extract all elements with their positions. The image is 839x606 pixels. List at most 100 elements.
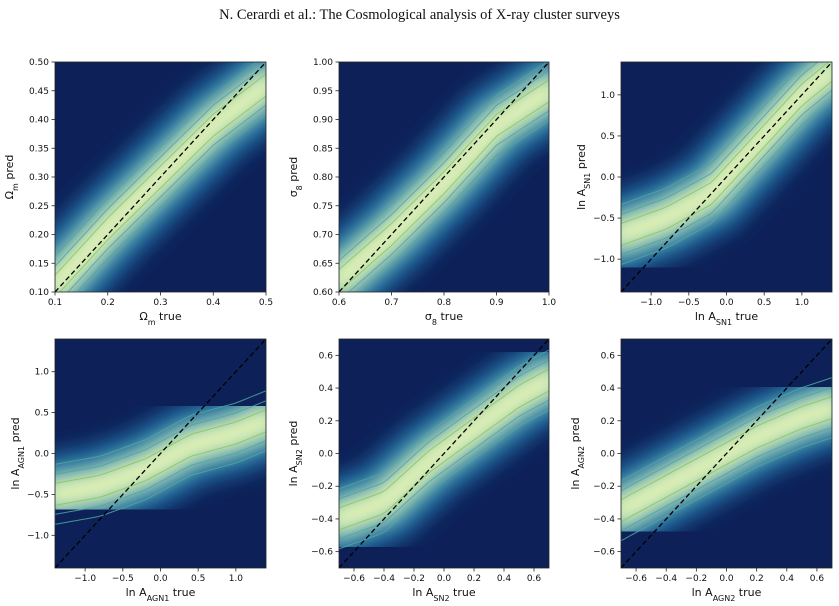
y-tick-label: 0.4	[319, 384, 334, 394]
y-tick-label: −0.4	[593, 515, 615, 525]
y-tick-label: 0.0	[601, 450, 616, 460]
y-tick-label: 0.25	[29, 202, 49, 212]
panel-2: 0.6 0.7 0.8 0.9 1.0 0.60 0.65 0.70 0.75 0.80 0.85 0…	[287, 58, 556, 327]
density-core	[55, 412, 266, 503]
panel-4: −1.0 −0.5 0.0 0.5 1.0 −1.0 −0.5 0.0 0.5 1.0 ln AAG…	[9, 338, 267, 603]
density-contour	[621, 62, 832, 256]
y-axis-title: ln AAGN1 pred	[9, 417, 26, 489]
density-contour	[339, 368, 549, 531]
y-tick-label: 0.30	[29, 173, 49, 183]
x-tick-label: 0.5	[259, 298, 273, 308]
y-tick-label: −0.2	[593, 482, 615, 492]
y-tick-label: 0.10	[29, 288, 49, 298]
x-tick-label: 0.6	[332, 298, 347, 308]
y-tick-label: 0.85	[313, 144, 333, 154]
identity-line	[621, 339, 832, 568]
y-axis-title: ln AAGN2 pred	[569, 417, 586, 489]
identity-line	[339, 339, 549, 568]
y-tick-label: −0.2	[311, 482, 333, 492]
panel-5: −0.6 −0.4 −0.2 0.0 0.2 0.4 0.6 −0.6 −0.4 −0.2 0.0 0…	[287, 338, 550, 603]
x-tick-label: −0.4	[655, 574, 677, 584]
y-tick-label: 0.0	[319, 450, 334, 460]
y-tick-label: 0.65	[313, 259, 333, 269]
identity-line	[55, 339, 266, 568]
density-contour	[621, 396, 832, 523]
x-tick-label: 0.5	[757, 298, 771, 308]
x-tick-label: 0.1	[48, 298, 62, 308]
x-tick-label: 0.5	[191, 574, 205, 584]
density-contour	[339, 70, 549, 292]
x-tick-label: 0.2	[101, 298, 115, 308]
y-tick-label: 0.70	[313, 231, 333, 241]
x-axis-title: Ωm true	[139, 310, 182, 327]
density-contour	[621, 377, 832, 542]
identity-line	[55, 62, 266, 292]
density-contour	[55, 400, 266, 515]
x-tick-label: −1.0	[74, 574, 96, 584]
x-axis-title: σ8 true	[425, 310, 463, 327]
panel-3: −1.0 −0.5 0.0 0.5 1.0 −1.0 −0.5 0.0 0.5 1.0 ln ASN…	[575, 61, 833, 327]
y-tick-label: 1.0	[601, 91, 616, 101]
y-tick-label: −1.0	[593, 255, 615, 265]
density-contour	[339, 359, 549, 540]
y-tick-label: 0.20	[29, 231, 49, 241]
y-tick-label: 0.0	[601, 173, 616, 183]
x-tick-label: 0.0	[719, 298, 734, 308]
y-tick-label: 1.00	[313, 58, 333, 68]
x-tick-label: 0.2	[467, 574, 481, 584]
x-tick-label: 0.6	[810, 574, 825, 584]
density-contour	[621, 62, 832, 247]
y-tick-label: 0.15	[29, 259, 49, 269]
y-tick-label: 0.95	[313, 87, 333, 97]
x-tick-label: 0.2	[749, 574, 763, 584]
density-contour	[339, 62, 549, 292]
density-contour	[55, 64, 266, 292]
density-contour	[621, 62, 832, 266]
x-tick-label: 0.4	[780, 574, 795, 584]
x-tick-label: 0.4	[206, 298, 221, 308]
x-tick-label: −0.4	[373, 574, 395, 584]
x-axis-title: ln ASN1 true	[695, 310, 759, 327]
x-tick-label: 0.0	[437, 574, 452, 584]
y-tick-label: 0.6	[601, 351, 616, 361]
y-axis-title: ln ASN1 pred	[575, 144, 592, 210]
y-axis-title: σ8 pred	[287, 157, 304, 198]
density-contour	[339, 349, 549, 550]
x-axis-title: ln ASN2 true	[412, 586, 476, 603]
x-tick-label: 1.0	[795, 298, 810, 308]
x-tick-label: −0.6	[343, 574, 365, 584]
density-contour	[621, 387, 832, 532]
density-core	[339, 371, 549, 527]
x-tick-label: −0.2	[403, 574, 425, 584]
page-header: N. Cerardi et al.: The Cosmological anal…	[219, 7, 620, 23]
x-tick-label: −0.5	[112, 574, 134, 584]
identity-line	[621, 62, 832, 292]
density-contour	[55, 390, 266, 525]
density-contour	[55, 62, 266, 292]
y-tick-label: 0.2	[601, 417, 615, 427]
x-tick-label: 0.7	[384, 298, 398, 308]
panel-1: 0.1 0.2 0.3 0.4 0.5 0.10 0.15 0.20 0.25 0.30 0.35 0…	[3, 58, 273, 327]
y-tick-label: 0.90	[313, 116, 333, 126]
y-tick-label: 0.2	[319, 417, 333, 427]
y-tick-label: −0.4	[311, 515, 333, 525]
y-tick-label: −0.5	[27, 490, 49, 500]
density-contour	[55, 73, 266, 292]
density-core	[339, 82, 549, 289]
x-tick-label: 0.6	[527, 574, 542, 584]
y-tick-label: 0.50	[29, 58, 49, 68]
y-tick-label: 0.80	[313, 173, 333, 183]
density-contour	[55, 409, 266, 506]
y-tick-label: 0.5	[601, 132, 615, 142]
y-tick-label: 0.75	[313, 202, 333, 212]
x-tick-label: 0.9	[489, 298, 504, 308]
x-tick-label: 1.0	[542, 298, 557, 308]
y-tick-label: 0.4	[601, 384, 616, 394]
y-tick-label: 0.45	[29, 87, 49, 97]
x-axis-title: ln AAGN1 true	[126, 586, 196, 603]
y-tick-label: −0.6	[311, 548, 333, 558]
x-tick-label: 0.3	[153, 298, 167, 308]
x-tick-label: −0.5	[678, 298, 700, 308]
x-tick-label: 0.4	[497, 574, 512, 584]
